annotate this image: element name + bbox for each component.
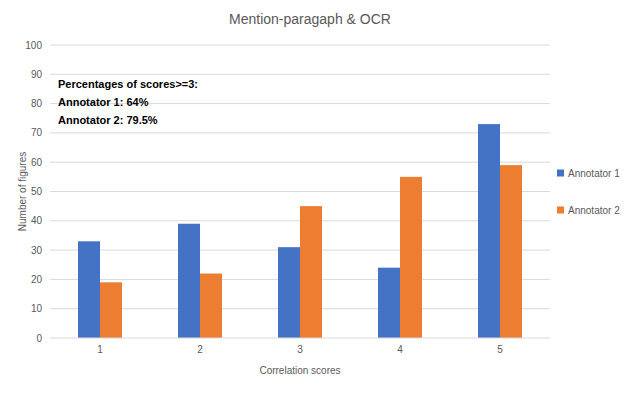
bar [178, 224, 200, 338]
x-tick-label: 5 [497, 344, 503, 355]
y-axis-line [50, 45, 51, 338]
bar [400, 177, 422, 338]
grid-line [50, 132, 550, 133]
legend-label: Annotator 1 [568, 168, 620, 179]
bar [478, 124, 500, 338]
x-tick-label: 4 [397, 344, 403, 355]
x-axis-label: Correlation scores [259, 365, 340, 376]
y-axis-label: Number of figures [17, 152, 28, 231]
y-tick-label: 70 [31, 127, 43, 138]
y-tick-label: 60 [31, 157, 43, 168]
annotation: Annotator 1: 64% [58, 96, 149, 108]
bar [100, 282, 122, 338]
grid-line [50, 45, 550, 46]
x-axis-line [50, 338, 550, 339]
legend-swatch [557, 170, 564, 177]
grid-line [50, 162, 550, 163]
y-tick-label: 30 [31, 245, 43, 256]
bar [378, 268, 400, 338]
grid-line [50, 74, 550, 75]
y-tick-label: 100 [25, 40, 42, 51]
x-tick-label: 1 [97, 344, 103, 355]
bars [78, 124, 522, 338]
x-tick-label: 2 [197, 344, 203, 355]
bar [500, 165, 522, 338]
y-tick-label: 80 [31, 98, 43, 109]
bar [78, 241, 100, 338]
y-tick-label: 10 [31, 303, 43, 314]
chart-container: Mention-paragaph & OCR 0 10 20 30 40 50 60 70 80 9… [0, 0, 628, 394]
bar [200, 274, 222, 338]
x-tick-label: 3 [297, 344, 303, 355]
y-tick-label: 50 [31, 186, 43, 197]
grid-line [50, 191, 550, 192]
bar [300, 206, 322, 338]
y-tick-label: 0 [36, 333, 42, 344]
y-tick-label: 40 [31, 215, 43, 226]
title: Mention-paragaph & OCR [229, 11, 391, 27]
annotation: Percentages of scores>=3: [58, 78, 198, 90]
y-tick-label: 20 [31, 274, 43, 285]
y-tick-label: 90 [31, 69, 43, 80]
legend-label: Annotator 2 [568, 205, 620, 216]
chart-svg: Mention-paragaph & OCR 0 10 20 30 40 50 60 70 80 9… [0, 0, 628, 394]
annotation: Annotator 2: 79.5% [58, 114, 158, 126]
bar [278, 247, 300, 338]
legend-swatch [557, 207, 564, 214]
